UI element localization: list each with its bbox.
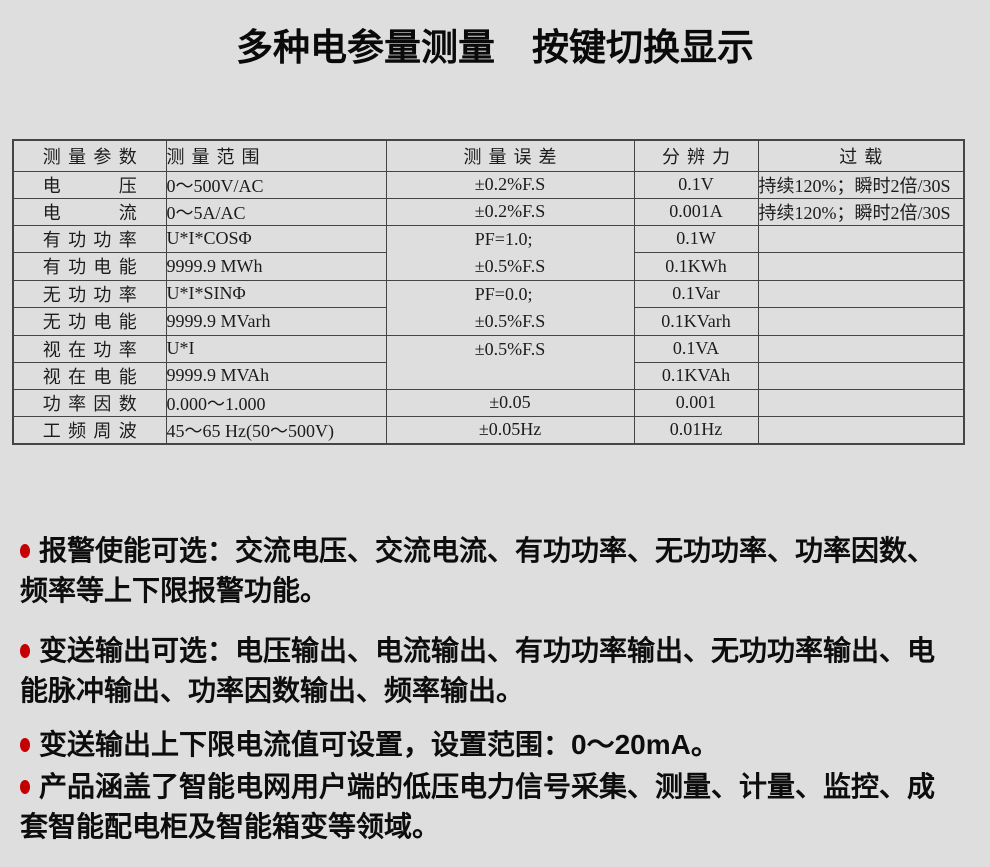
table-row-frequency: 工频周波 45～65 Hz(50～500V) ±0.05Hz 0.01Hz — [12, 415, 965, 444]
overload-cell — [757, 388, 965, 417]
resolution-cell: 0.1VA — [633, 334, 759, 363]
range-cell: 9999.9 MVAh — [165, 361, 387, 390]
feature-item-alarm: 报警使能可选：交流电压、交流电流、有功功率、无功功率、功率因数、频率等上下限报警… — [20, 531, 936, 611]
overload-cell — [757, 279, 965, 308]
overload-cell: 持续120%；瞬时2倍/30S — [757, 170, 965, 199]
column-header-resolution: 分辨力 — [633, 139, 759, 172]
feature-item-output-range: 变送输出上下限电流值可设置，设置范围：0～20mA。 — [20, 725, 936, 765]
overload-cell — [757, 334, 965, 363]
overload-cell — [757, 224, 965, 253]
table-row-apparent-power: 视在功率 U*I ±0.5%F.S 0.1VA — [12, 334, 965, 390]
param-cell: 视在电能 — [42, 366, 137, 387]
table-row-current: 电 流 0～5A/AC ±0.2%F.S 0.001A 持续120%；瞬时2倍/… — [12, 197, 965, 226]
param-cell: 功率因数 — [42, 393, 137, 414]
param-cell: 电 流 — [42, 202, 137, 223]
error-cell: ±0.2%F.S — [385, 197, 635, 226]
param-cell: 工频周波 — [42, 420, 137, 441]
range-cell: 9999.9 MVarh — [165, 307, 387, 336]
resolution-cell: 0.001 — [633, 388, 759, 417]
column-header-param: 测量参数 — [12, 139, 167, 172]
range-cell: 0.000～1.000 — [165, 388, 387, 417]
resolution-cell: 0.1KVAh — [633, 361, 759, 390]
column-header-overload: 过载 — [757, 139, 965, 172]
bullet-icon — [20, 738, 30, 752]
param-cell: 无功功率 — [42, 284, 137, 305]
overload-cell — [757, 252, 965, 281]
feature-list: 报警使能可选：交流电压、交流电流、有功功率、无功功率、功率因数、频率等上下限报警… — [20, 531, 936, 867]
overload-cell: 持续120%；瞬时2倍/30S — [757, 197, 965, 226]
feature-text: 变送输出可选：电压输出、电流输出、有功功率输出、无功功率输出、电能脉冲输出、功率… — [20, 635, 936, 706]
table-row-apparent-energy: 视在电能 9999.9 MVAh 0.1KVAh — [12, 361, 965, 390]
bullet-icon — [20, 544, 30, 558]
resolution-cell: 0.1V — [633, 170, 759, 199]
overload-cell — [757, 361, 965, 390]
range-cell: U*I*COSΦ — [165, 224, 387, 253]
resolution-cell: 0.1Var — [633, 279, 759, 308]
range-cell: 0～500V/AC — [165, 170, 387, 199]
bullet-icon — [20, 644, 30, 658]
param-cell: 有功电能 — [42, 257, 137, 278]
table-row-reactive-power: 无功功率 U*I*SINΦ PF=0.0; ±0.5%F.S 0.1Var — [12, 279, 965, 336]
column-header-range: 测量范围 — [165, 139, 387, 172]
error-cell: ±0.05 — [385, 388, 635, 417]
overload-cell — [757, 307, 965, 336]
error-cell-merged: ±0.5%F.S — [385, 334, 635, 390]
feature-text: 产品涵盖了智能电网用户端的低压电力信号采集、测量、计量、监控、成套智能配电柜及智… — [20, 771, 936, 842]
error-cell-merged: PF=1.0; ±0.5%F.S — [385, 224, 635, 281]
spec-table: 测量参数 测量范围 测量误差 分辨力 过载 电 压 0～500V/AC ±0.2… — [12, 139, 965, 445]
feature-item-application: 产品涵盖了智能电网用户端的低压电力信号采集、测量、计量、监控、成套智能配电柜及智… — [20, 767, 936, 847]
resolution-cell: 0.01Hz — [633, 415, 759, 444]
feature-text: 报警使能可选：交流电压、交流电流、有功功率、无功功率、功率因数、频率等上下限报警… — [20, 535, 936, 606]
param-cell: 视在功率 — [42, 339, 137, 360]
table-row-active-power: 有功功率 U*I*COSΦ PF=1.0; ±0.5%F.S 0.1W — [12, 224, 965, 281]
resolution-cell: 0.1KVarh — [633, 307, 759, 336]
table-header-row: 测量参数 测量范围 测量误差 分辨力 过载 — [12, 139, 965, 172]
range-cell: 9999.9 MWh — [165, 252, 387, 281]
error-cell: ±0.05Hz — [385, 415, 635, 444]
feature-item-transmit-output: 变送输出可选：电压输出、电流输出、有功功率输出、无功功率输出、电能脉冲输出、功率… — [20, 631, 936, 711]
feature-text: 变送输出上下限电流值可设置，设置范围：0～20mA。 — [39, 729, 719, 760]
page-title: 多种电参量测量 按键切换显示 — [236, 27, 754, 68]
resolution-cell: 0.1KWh — [633, 252, 759, 281]
resolution-cell: 0.001A — [633, 197, 759, 226]
overload-cell — [757, 415, 965, 444]
range-cell: U*I — [165, 334, 387, 363]
error-cell-merged: PF=0.0; ±0.5%F.S — [385, 279, 635, 336]
param-cell: 电 压 — [42, 175, 137, 196]
param-cell: 有功功率 — [42, 229, 137, 250]
param-cell: 无功电能 — [42, 312, 137, 333]
table-row-power-factor: 功率因数 0.000～1.000 ±0.05 0.001 — [12, 388, 965, 417]
bullet-icon — [20, 780, 30, 794]
range-cell: 45～65 Hz(50～500V) — [165, 415, 387, 444]
table-row-active-energy: 有功电能 9999.9 MWh 0.1KWh — [12, 252, 965, 281]
error-cell: ±0.2%F.S — [385, 170, 635, 199]
column-header-error: 测量误差 — [385, 139, 635, 172]
table-row-reactive-energy: 无功电能 9999.9 MVarh 0.1KVarh — [12, 307, 965, 336]
table-row-voltage: 电 压 0～500V/AC ±0.2%F.S 0.1V 持续120%；瞬时2倍/… — [12, 170, 965, 199]
range-cell: U*I*SINΦ — [165, 279, 387, 308]
range-cell: 0～5A/AC — [165, 197, 387, 226]
resolution-cell: 0.1W — [633, 224, 759, 253]
